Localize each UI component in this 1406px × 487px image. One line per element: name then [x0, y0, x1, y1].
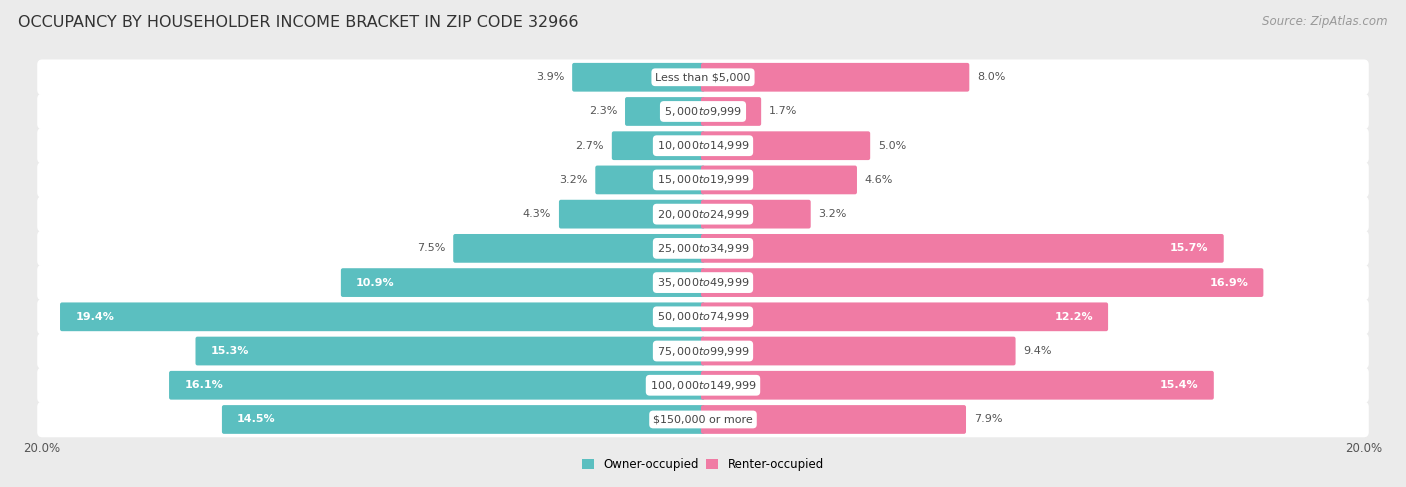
Text: $10,000 to $14,999: $10,000 to $14,999 [657, 139, 749, 152]
FancyBboxPatch shape [222, 405, 704, 434]
Legend: Owner-occupied, Renter-occupied: Owner-occupied, Renter-occupied [578, 453, 828, 476]
Text: $20,000 to $24,999: $20,000 to $24,999 [657, 207, 749, 221]
Text: 5.0%: 5.0% [879, 141, 907, 150]
Text: $25,000 to $34,999: $25,000 to $34,999 [657, 242, 749, 255]
Text: 1.7%: 1.7% [769, 107, 797, 116]
Text: 16.9%: 16.9% [1209, 278, 1249, 288]
FancyBboxPatch shape [37, 196, 1369, 232]
FancyBboxPatch shape [702, 131, 870, 160]
FancyBboxPatch shape [702, 200, 811, 228]
FancyBboxPatch shape [560, 200, 704, 228]
FancyBboxPatch shape [702, 302, 1108, 331]
Text: 4.3%: 4.3% [523, 209, 551, 219]
FancyBboxPatch shape [37, 333, 1369, 369]
Text: $50,000 to $74,999: $50,000 to $74,999 [657, 310, 749, 323]
Text: $5,000 to $9,999: $5,000 to $9,999 [664, 105, 742, 118]
FancyBboxPatch shape [595, 166, 704, 194]
Text: 2.3%: 2.3% [589, 107, 617, 116]
FancyBboxPatch shape [702, 63, 969, 92]
Text: 10.9%: 10.9% [356, 278, 395, 288]
FancyBboxPatch shape [626, 97, 704, 126]
Text: Less than $5,000: Less than $5,000 [655, 72, 751, 82]
Text: 9.4%: 9.4% [1024, 346, 1052, 356]
FancyBboxPatch shape [702, 268, 1264, 297]
Text: $100,000 to $149,999: $100,000 to $149,999 [650, 379, 756, 392]
FancyBboxPatch shape [195, 337, 704, 365]
Text: $15,000 to $19,999: $15,000 to $19,999 [657, 173, 749, 187]
Text: 4.6%: 4.6% [865, 175, 893, 185]
FancyBboxPatch shape [60, 302, 704, 331]
FancyBboxPatch shape [37, 299, 1369, 335]
Text: $35,000 to $49,999: $35,000 to $49,999 [657, 276, 749, 289]
FancyBboxPatch shape [37, 230, 1369, 266]
Text: 15.4%: 15.4% [1160, 380, 1198, 390]
FancyBboxPatch shape [702, 234, 1223, 263]
FancyBboxPatch shape [702, 166, 858, 194]
FancyBboxPatch shape [340, 268, 704, 297]
Text: $150,000 or more: $150,000 or more [654, 414, 752, 425]
FancyBboxPatch shape [37, 128, 1369, 164]
FancyBboxPatch shape [37, 162, 1369, 198]
FancyBboxPatch shape [453, 234, 704, 263]
Text: 19.4%: 19.4% [75, 312, 114, 322]
Text: 2.7%: 2.7% [575, 141, 605, 150]
Text: 3.2%: 3.2% [818, 209, 846, 219]
Text: Source: ZipAtlas.com: Source: ZipAtlas.com [1263, 15, 1388, 28]
FancyBboxPatch shape [612, 131, 704, 160]
FancyBboxPatch shape [37, 402, 1369, 437]
Text: 15.3%: 15.3% [211, 346, 249, 356]
FancyBboxPatch shape [169, 371, 704, 400]
FancyBboxPatch shape [702, 371, 1213, 400]
FancyBboxPatch shape [37, 94, 1369, 129]
Text: 3.2%: 3.2% [560, 175, 588, 185]
Text: 8.0%: 8.0% [977, 72, 1005, 82]
FancyBboxPatch shape [37, 265, 1369, 300]
FancyBboxPatch shape [702, 337, 1015, 365]
Text: $75,000 to $99,999: $75,000 to $99,999 [657, 344, 749, 357]
FancyBboxPatch shape [702, 405, 966, 434]
Text: 3.9%: 3.9% [536, 72, 564, 82]
FancyBboxPatch shape [37, 59, 1369, 95]
FancyBboxPatch shape [702, 97, 761, 126]
Text: 15.7%: 15.7% [1170, 244, 1209, 253]
Text: 7.9%: 7.9% [974, 414, 1002, 425]
Text: 16.1%: 16.1% [184, 380, 224, 390]
FancyBboxPatch shape [572, 63, 704, 92]
Text: OCCUPANCY BY HOUSEHOLDER INCOME BRACKET IN ZIP CODE 32966: OCCUPANCY BY HOUSEHOLDER INCOME BRACKET … [18, 15, 579, 30]
Text: 14.5%: 14.5% [238, 414, 276, 425]
FancyBboxPatch shape [37, 368, 1369, 403]
Text: 12.2%: 12.2% [1054, 312, 1092, 322]
Text: 7.5%: 7.5% [418, 244, 446, 253]
